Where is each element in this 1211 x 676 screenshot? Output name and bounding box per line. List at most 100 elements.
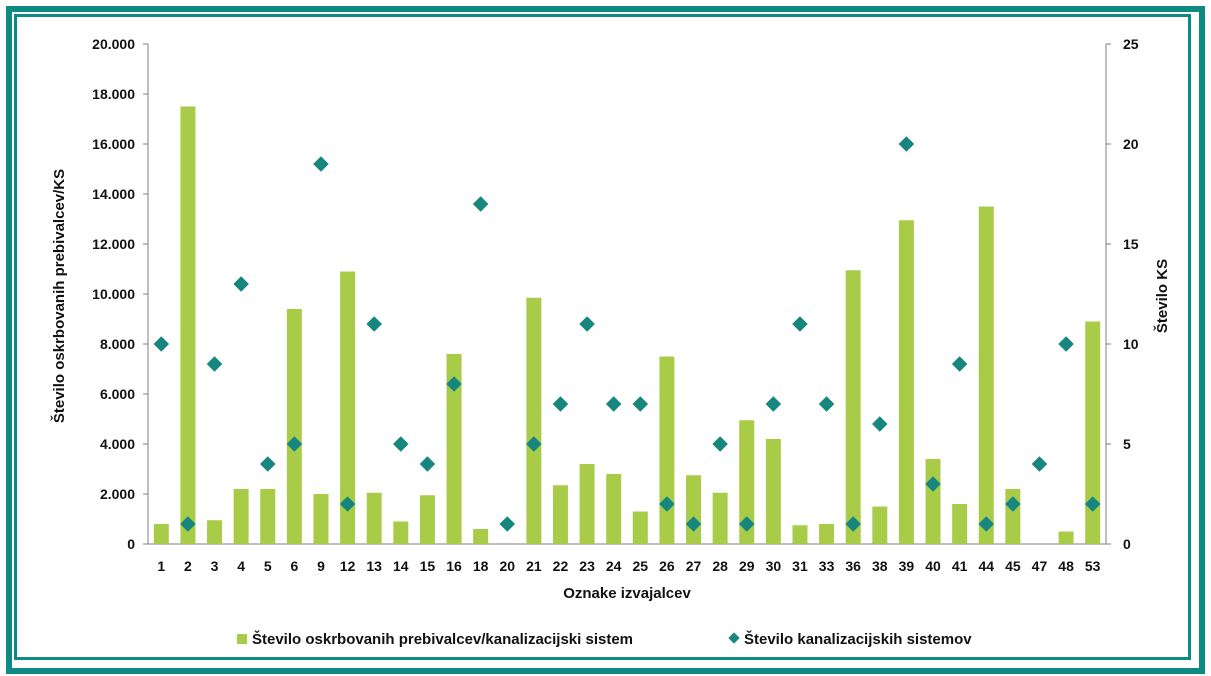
bar <box>739 420 755 544</box>
x-axis-title: Oznake izvajalcev <box>563 585 691 602</box>
bar <box>686 475 702 544</box>
y-axis-title: Število oskrbovanih prebivalcev/KS <box>50 169 68 423</box>
legend-marker-label: Število kanalizacijskih sistemov <box>744 630 972 648</box>
x-tick-label: 28 <box>712 558 728 574</box>
legend-bar-label: Število oskrbovanih prebivalcev/kanaliza… <box>252 630 633 648</box>
bar <box>819 524 835 544</box>
marker-point <box>605 396 622 412</box>
x-tick-label: 12 <box>340 558 356 574</box>
bar <box>180 106 196 544</box>
bar <box>632 511 648 544</box>
bar <box>419 495 435 544</box>
marker-point <box>792 316 808 332</box>
x-tick-label: 18 <box>473 558 489 574</box>
x-axis-ticks: 1 2 3 4 5 6 9 12 13 14 15 16 18 20 21 22 23 24 25 26 27 28 29 3… <box>157 558 1100 574</box>
x-tick-label: 15 <box>420 558 436 574</box>
marker-point <box>313 156 329 172</box>
marker-point <box>632 396 649 412</box>
marker-point <box>180 516 196 532</box>
bar <box>845 270 861 544</box>
bar <box>1058 531 1074 544</box>
bar <box>606 474 622 544</box>
marker-point <box>366 316 382 332</box>
bar <box>952 504 968 544</box>
x-tick-label: 41 <box>952 558 968 574</box>
marker-point <box>845 516 861 532</box>
x-tick-label: 1 <box>157 558 165 574</box>
x-tick-label: 31 <box>792 558 808 574</box>
x-tick-label: 6 <box>290 558 298 574</box>
marker-point <box>712 436 728 452</box>
left-axis-ticks: 0 2.000 4.000 6.000 8.000 10.000 12.000 14.000 1… <box>92 36 148 552</box>
x-tick-label: 44 <box>978 558 994 574</box>
y-tick-label: 6.000 <box>100 386 135 402</box>
bar <box>552 485 568 544</box>
x-tick-label: 53 <box>1085 558 1101 574</box>
marker-point <box>153 336 170 352</box>
marker-point <box>898 136 915 152</box>
marker-point <box>233 276 249 292</box>
bar <box>792 525 808 544</box>
marker-point <box>765 396 782 412</box>
bar <box>207 520 223 544</box>
y2-tick-label: 15 <box>1123 236 1139 252</box>
x-tick-label: 33 <box>819 558 835 574</box>
chart-frame <box>6 6 1205 674</box>
x-tick-label: 21 <box>526 558 542 574</box>
marker-point <box>951 356 968 372</box>
marker-point <box>1058 336 1074 352</box>
x-tick-label: 27 <box>686 558 702 574</box>
bar <box>659 356 675 544</box>
y2-tick-label: 20 <box>1123 136 1139 152</box>
y-tick-label: 0 <box>127 536 135 552</box>
bar <box>366 492 382 544</box>
marker-point <box>499 516 516 532</box>
y-tick-label: 12.000 <box>92 236 135 252</box>
bar <box>872 506 888 544</box>
x-tick-label: 39 <box>899 558 915 574</box>
marker-point <box>552 396 569 412</box>
y-tick-label: 2.000 <box>100 486 135 502</box>
x-tick-label: 20 <box>499 558 515 574</box>
x-tick-label: 48 <box>1058 558 1074 574</box>
marker-point <box>738 516 755 532</box>
bar <box>712 492 728 544</box>
marker-point <box>978 516 995 532</box>
x-tick-label: 3 <box>211 558 219 574</box>
y-tick-label: 10.000 <box>92 286 135 302</box>
bar <box>446 354 462 544</box>
bar <box>153 524 169 544</box>
marker-point <box>1031 456 1048 472</box>
right-axis-ticks: 0 5 10 15 20 25 <box>1106 36 1139 552</box>
bar <box>898 220 914 544</box>
y-tick-label: 14.000 <box>92 186 135 202</box>
marker-point <box>872 416 888 432</box>
bar <box>978 206 994 544</box>
x-tick-label: 30 <box>766 558 782 574</box>
legend: Število oskrbovanih prebivalcev/kanaliza… <box>237 630 972 648</box>
x-tick-label: 23 <box>579 558 595 574</box>
y-tick-label: 8.000 <box>100 336 135 352</box>
x-tick-label: 4 <box>237 558 245 574</box>
y-tick-label: 18.000 <box>92 86 135 102</box>
x-tick-label: 5 <box>264 558 272 574</box>
legend-marker-swatch <box>728 632 740 644</box>
bar <box>579 464 595 544</box>
x-tick-label: 14 <box>393 558 409 574</box>
x-tick-label: 16 <box>446 558 462 574</box>
bar <box>313 494 329 544</box>
bar <box>260 489 276 544</box>
bar <box>393 521 409 544</box>
y-tick-label: 16.000 <box>92 136 135 152</box>
bar <box>340 271 356 544</box>
x-tick-label: 24 <box>606 558 622 574</box>
y-tick-label: 4.000 <box>100 436 135 452</box>
x-tick-label: 40 <box>925 558 941 574</box>
x-tick-label: 36 <box>845 558 861 574</box>
marker-point <box>685 516 702 532</box>
x-tick-label: 22 <box>553 558 569 574</box>
bar <box>1085 321 1101 544</box>
marker-point <box>579 316 595 332</box>
y2-tick-label: 25 <box>1123 36 1139 52</box>
x-tick-label: 47 <box>1032 558 1048 574</box>
